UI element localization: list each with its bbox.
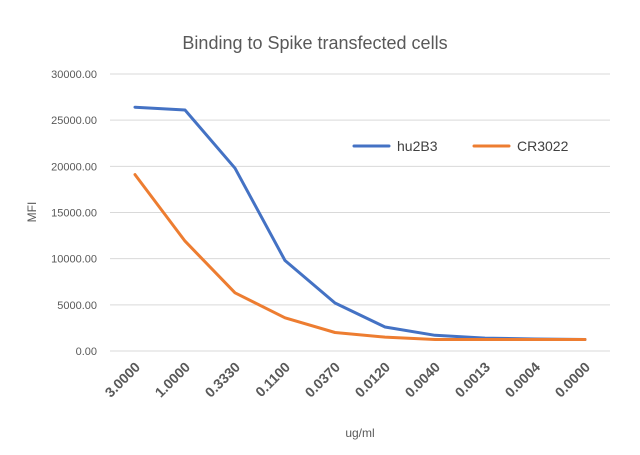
x-tick-label: 0.0040 bbox=[402, 359, 444, 401]
x-tick-label: 0.1100 bbox=[252, 359, 293, 400]
y-axis-title: MFI bbox=[25, 202, 39, 223]
y-tick-label: 30000.00 bbox=[51, 69, 97, 81]
x-tick-label: 0.3330 bbox=[202, 359, 244, 401]
x-tick-label: 0.0370 bbox=[302, 359, 344, 401]
y-tick-label: 0.00 bbox=[76, 346, 97, 358]
x-tick-label: 0.0000 bbox=[552, 359, 594, 401]
y-tick-label: 25000.00 bbox=[51, 115, 97, 127]
x-tick-label: 0.0004 bbox=[502, 359, 544, 401]
y-tick-label: 5000.00 bbox=[57, 300, 97, 312]
x-tick-label: 0.0120 bbox=[352, 359, 394, 401]
series-line-cr3022 bbox=[133, 173, 587, 341]
series-lines bbox=[133, 105, 587, 341]
y-tick-label: 10000.00 bbox=[51, 254, 97, 266]
x-tick-label: 0.0013 bbox=[452, 359, 494, 401]
x-axis-ticks: 3.0000 1.0000 0.3330 0.1100 0.0370 0.0120 0.00… bbox=[102, 359, 594, 401]
legend-label: hu2B3 bbox=[397, 138, 438, 154]
x-tick-label: 3.0000 bbox=[102, 359, 144, 401]
y-axis-ticks: 0.00 5000.00 10000.00 15000.00 20000.00 25000… bbox=[51, 69, 97, 358]
y-tick-label: 15000.00 bbox=[51, 208, 97, 220]
y-tick-label: 20000.00 bbox=[51, 161, 97, 173]
legend: hu2B3 CR3022 bbox=[352, 138, 569, 154]
chart-title: Binding to Spike transfected cells bbox=[182, 33, 447, 53]
legend-label: CR3022 bbox=[517, 138, 569, 154]
x-tick-label: 1.0000 bbox=[152, 359, 194, 401]
x-axis-title: ug/ml bbox=[345, 426, 374, 440]
gridlines bbox=[110, 73, 610, 352]
